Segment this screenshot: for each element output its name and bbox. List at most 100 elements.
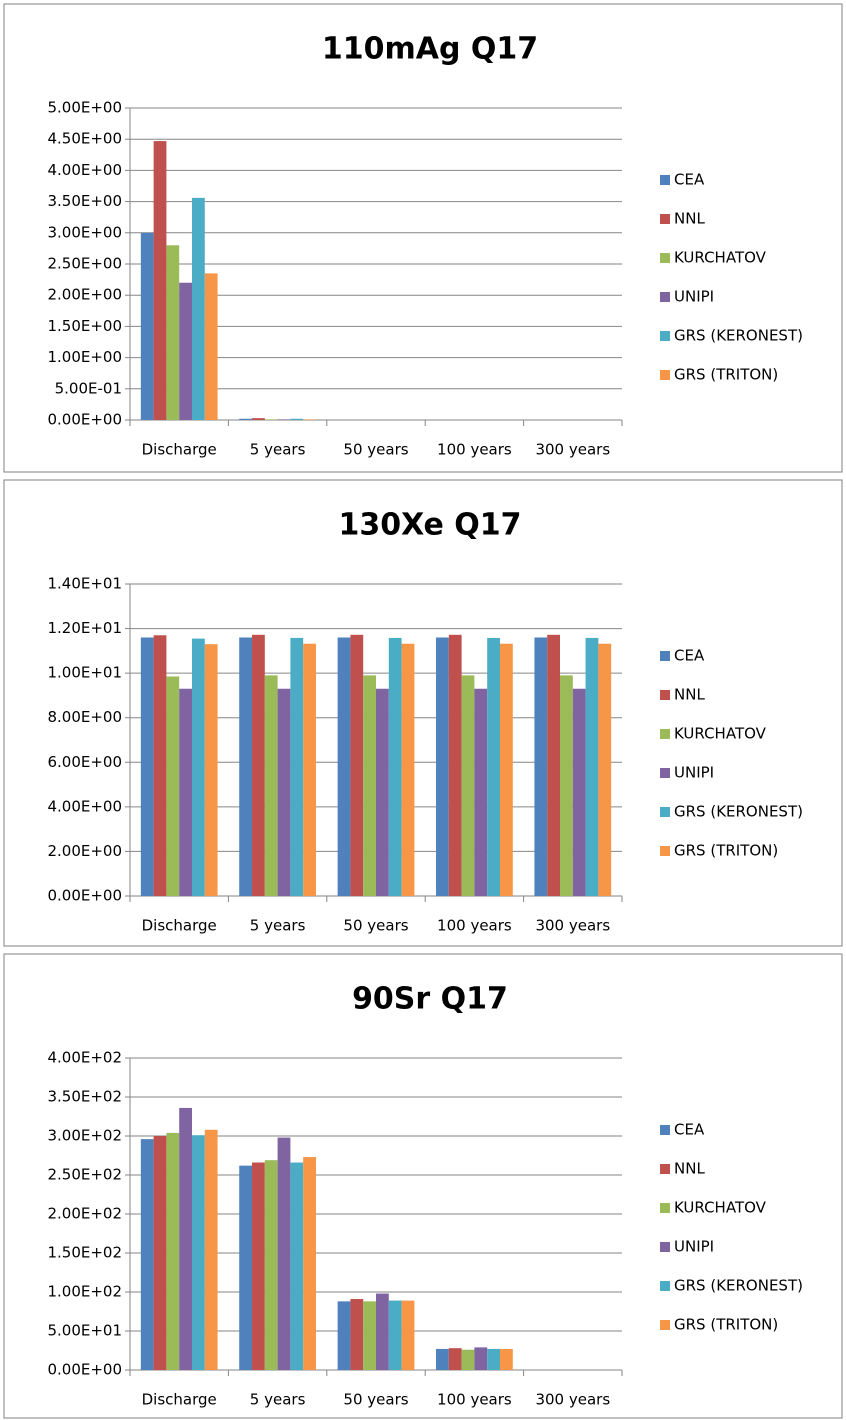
y-tick-label: 2.50E+00 (47, 255, 122, 273)
legend-label: CEA (674, 647, 705, 665)
legend-label: GRS (KERONEST) (674, 803, 803, 821)
x-tick-label: 300 years (535, 1391, 610, 1409)
bar (363, 675, 376, 896)
bar (401, 1300, 415, 1370)
x-tick-label: 100 years (437, 1391, 512, 1409)
legend-swatch (660, 370, 670, 380)
bar (204, 1129, 218, 1370)
bar (140, 232, 154, 420)
y-tick-label: 6.00E+00 (47, 753, 122, 771)
x-tick-label: 300 years (535, 917, 610, 935)
bar (461, 1349, 475, 1370)
bar (290, 418, 304, 420)
bar (252, 634, 265, 896)
y-tick-label: 4.00E+02 (47, 1049, 122, 1067)
bar (401, 643, 415, 896)
bar (436, 1348, 449, 1370)
y-tick-label: 3.00E+00 (47, 223, 122, 241)
legend-swatch (660, 807, 670, 817)
x-tick-label: 50 years (343, 917, 408, 935)
y-tick-label: 2.50E+02 (47, 1166, 122, 1184)
bar (303, 1157, 316, 1370)
x-tick-label: 5 years (250, 441, 306, 459)
x-tick-label: 50 years (343, 1391, 408, 1409)
legend-label: NNL (674, 1160, 705, 1178)
bar (303, 643, 316, 896)
x-tick-label: 100 years (437, 917, 512, 935)
legend-swatch (660, 253, 670, 263)
legend-swatch (660, 292, 670, 302)
bar (166, 676, 180, 896)
y-tick-label: 4.00E+00 (47, 161, 122, 179)
legend-swatch (660, 1242, 670, 1252)
bar (376, 1293, 389, 1370)
bar (166, 1132, 180, 1370)
bar (448, 634, 462, 896)
bar (350, 634, 364, 896)
bar (448, 1348, 462, 1370)
panel-border (3, 953, 843, 1419)
legend-swatch (660, 651, 670, 661)
bar (252, 1162, 265, 1370)
y-tick-label: 0.00E+00 (47, 887, 122, 905)
x-tick-label: 5 years (250, 1391, 306, 1409)
bar (337, 1301, 351, 1370)
bar (277, 1137, 291, 1370)
bar (474, 688, 488, 896)
bar (598, 643, 612, 896)
bar (388, 637, 402, 896)
legend-swatch (660, 1125, 670, 1135)
bar (376, 688, 389, 896)
y-tick-label: 4.50E+00 (47, 130, 122, 148)
bar (290, 637, 304, 896)
bar (204, 644, 218, 896)
y-tick-label: 1.00E+00 (47, 348, 122, 366)
y-tick-label: 1.20E+01 (47, 619, 122, 637)
y-tick-label: 8.00E+00 (47, 708, 122, 726)
x-tick-label: Discharge (142, 441, 217, 459)
legend-swatch (660, 331, 670, 341)
bar (239, 418, 253, 420)
x-tick-label: Discharge (142, 917, 217, 935)
y-tick-label: 0.00E+00 (47, 1361, 122, 1379)
bar (264, 419, 278, 420)
bar (239, 637, 253, 896)
legend-label: UNIPI (674, 288, 714, 306)
legend-label: CEA (674, 1121, 705, 1139)
x-tick-label: 100 years (437, 441, 512, 459)
legend-swatch (660, 1164, 670, 1174)
x-tick-label: 300 years (535, 441, 610, 459)
bar (191, 1135, 205, 1370)
legend-label: GRS (TRITON) (674, 366, 778, 384)
bar (264, 1160, 278, 1370)
legend-swatch (660, 729, 670, 739)
bar (388, 1300, 402, 1370)
bar (179, 282, 192, 420)
chart-title: 90Sr Q17 (352, 982, 508, 1017)
bar (153, 635, 167, 896)
x-tick-label: Discharge (142, 1391, 217, 1409)
bar (461, 675, 475, 896)
y-tick-label: 3.50E+02 (47, 1088, 122, 1106)
legend-swatch (660, 214, 670, 224)
chart-panel: 110mAg Q17 0.00E+00 5.00E-01 1.00E+00 1.50E+… (3, 3, 843, 473)
bar (166, 245, 180, 420)
y-tick-label: 2.00E+02 (47, 1205, 122, 1223)
legend-label: UNIPI (674, 1238, 714, 1256)
y-tick-label: 1.00E+01 (47, 664, 122, 682)
legend-label: GRS (TRITON) (674, 842, 778, 860)
legend-swatch (660, 1281, 670, 1291)
bar (337, 637, 351, 896)
y-tick-label: 2.00E+00 (47, 842, 122, 860)
panel-border (3, 479, 843, 947)
x-tick-label: 5 years (250, 917, 306, 935)
bar (277, 688, 291, 896)
bar (547, 634, 561, 896)
bar (140, 1139, 154, 1370)
y-tick-label: 1.50E+02 (47, 1244, 122, 1262)
legend-label: GRS (KERONEST) (674, 327, 803, 345)
y-tick-label: 3.00E+02 (47, 1127, 122, 1145)
legend-swatch (660, 175, 670, 185)
bar (252, 418, 265, 420)
y-tick-label: 5.00E+00 (47, 99, 122, 117)
